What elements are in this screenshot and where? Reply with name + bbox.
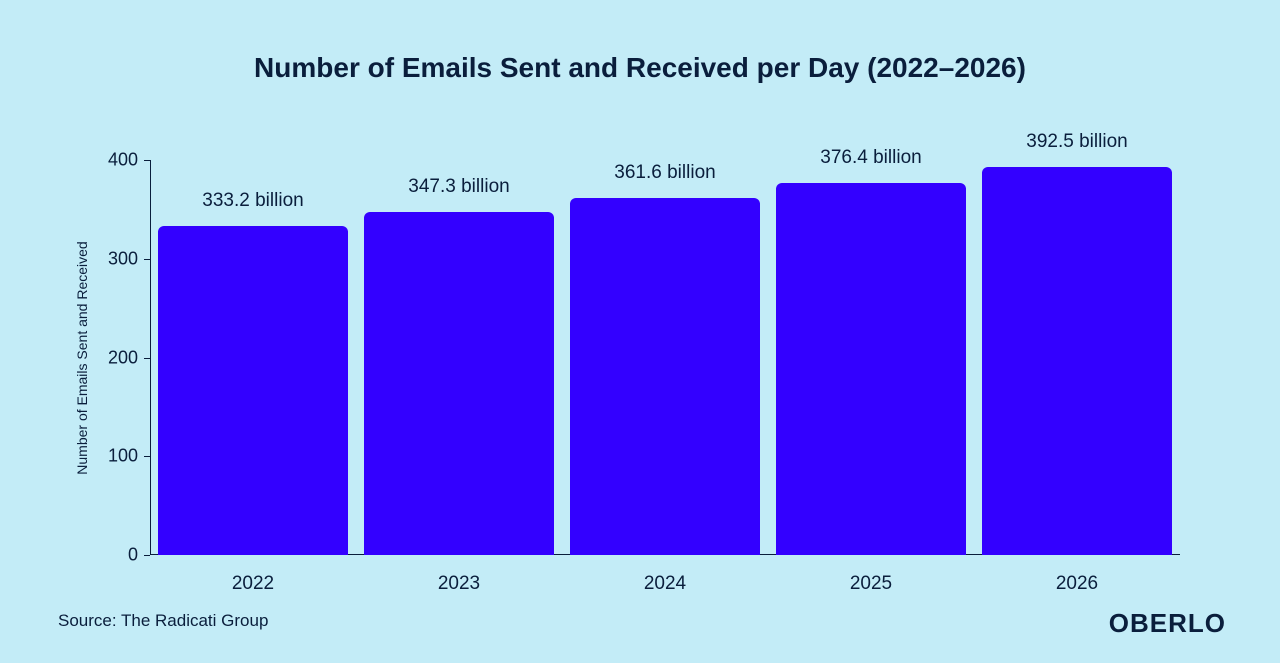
chart-plot-area: Number of Emails Sent and Received 333.2… — [150, 160, 1180, 555]
bar — [776, 183, 966, 555]
chart-canvas: Number of Emails Sent and Received per D… — [0, 0, 1280, 663]
bars-container: 333.2 billion2022347.3 billion2023361.6 … — [150, 160, 1180, 555]
bar — [982, 167, 1172, 555]
bar — [364, 212, 554, 555]
bar-value-label: 361.6 billion — [614, 162, 715, 184]
bar-value-label: 392.5 billion — [1026, 131, 1127, 153]
y-tick-mark — [144, 259, 150, 260]
bar-value-label: 347.3 billion — [408, 176, 509, 198]
brand-logo: OBERLO — [1109, 608, 1226, 639]
y-tick-mark — [144, 555, 150, 556]
bar-value-label: 333.2 billion — [202, 190, 303, 212]
y-tick-label: 200 — [108, 347, 138, 368]
bar-value-label: 376.4 billion — [820, 147, 921, 169]
y-axis-label: Number of Emails Sent and Received — [74, 241, 90, 474]
x-tick-label: 2022 — [232, 573, 274, 595]
x-tick-label: 2024 — [644, 573, 686, 595]
bar-slot: 333.2 billion2022 — [150, 160, 356, 555]
bar — [158, 226, 348, 555]
y-tick-label: 400 — [108, 150, 138, 171]
y-tick-label: 300 — [108, 248, 138, 269]
y-tick-mark — [144, 358, 150, 359]
y-tick-mark — [144, 160, 150, 161]
x-tick-label: 2026 — [1056, 573, 1098, 595]
x-tick-label: 2025 — [850, 573, 892, 595]
bar-slot: 376.4 billion2025 — [768, 160, 974, 555]
source-text: Source: The Radicati Group — [58, 611, 268, 631]
bar-slot: 361.6 billion2024 — [562, 160, 768, 555]
bar-slot: 347.3 billion2023 — [356, 160, 562, 555]
bar-slot: 392.5 billion2026 — [974, 160, 1180, 555]
bar — [570, 198, 760, 555]
x-tick-label: 2023 — [438, 573, 480, 595]
y-tick-label: 100 — [108, 446, 138, 467]
chart-title: Number of Emails Sent and Received per D… — [0, 52, 1280, 84]
y-tick-mark — [144, 456, 150, 457]
y-tick-label: 0 — [128, 545, 138, 566]
